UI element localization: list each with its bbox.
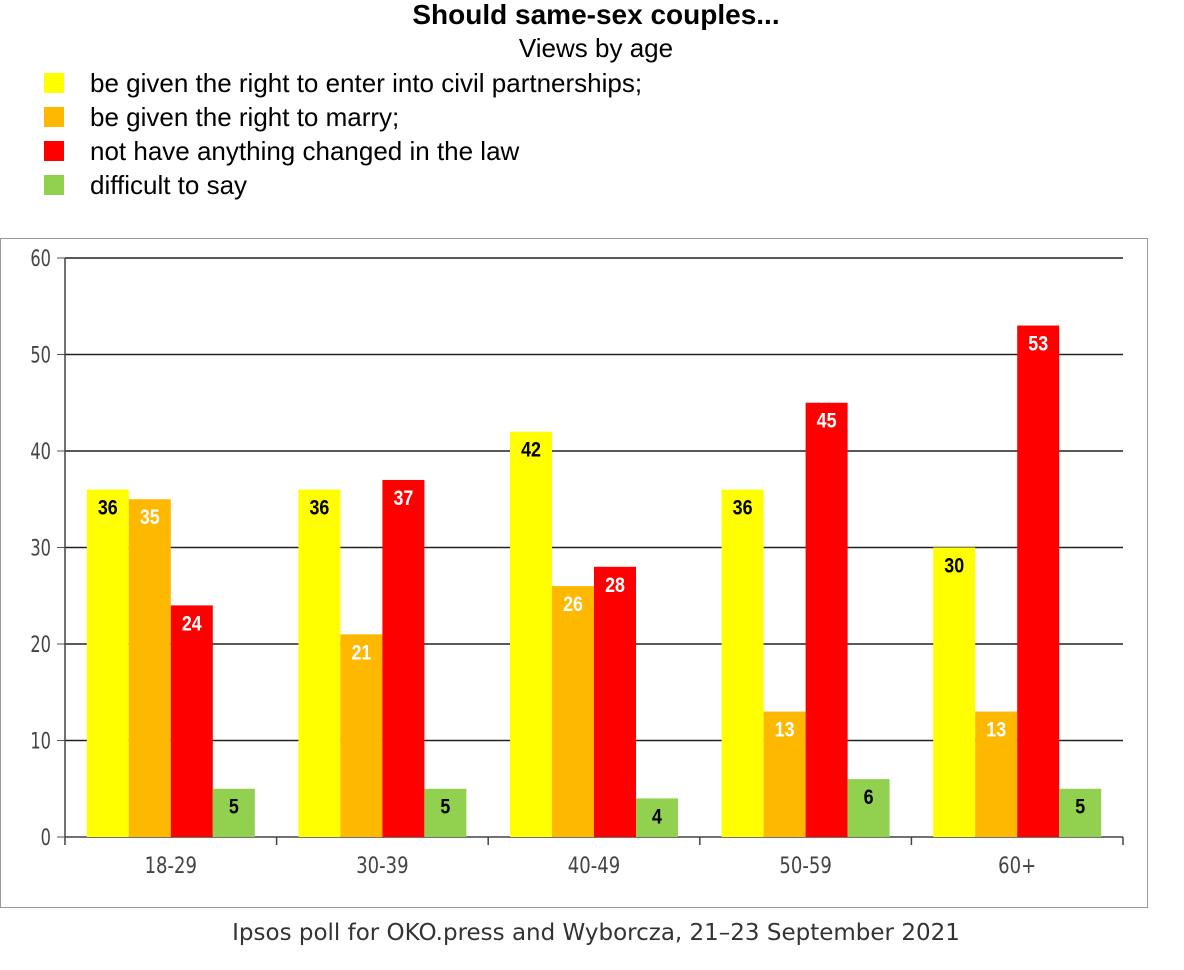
source-caption: Ipsos poll for OKO.press and Wyborcza, 2… — [232, 920, 960, 946]
bar — [1059, 788, 1102, 837]
legend-item-difficult-to-say: difficult to say — [44, 168, 642, 202]
bar-value-label: 35 — [140, 506, 160, 530]
legend-swatch-no-change — [44, 141, 64, 161]
plot-frame — [0, 238, 1148, 908]
bar — [510, 431, 552, 837]
y-tick-label: 20 — [30, 631, 51, 657]
bar — [382, 479, 425, 837]
bar — [1017, 325, 1060, 837]
legend-label-marry: be given the right to marry; — [90, 102, 400, 132]
legend-swatch-difficult-to-say — [44, 175, 64, 195]
legend-item-no-change: not have anything changed in the law — [44, 134, 642, 168]
x-tick-label: 60+ — [998, 852, 1036, 878]
bar — [552, 586, 594, 837]
x-tick-label: 18-29 — [145, 852, 197, 878]
bar-value-label: 13 — [986, 718, 1006, 742]
legend-label-civil-partnerships: be given the right to enter into civil p… — [90, 68, 643, 98]
bar-value-label: 4 — [652, 805, 662, 829]
legend-swatch-marry — [44, 107, 64, 127]
legend: be given the right to enter into civil p… — [44, 66, 642, 202]
bar — [212, 788, 255, 837]
x-tick-label: 50-59 — [779, 852, 831, 878]
bar-chart: 0 10 20 30 40 50 60 18-29 36 35 24 5 30-39 36 21 37 5 40-… — [30, 245, 1124, 878]
legend-label-no-change: not have anything changed in the law — [90, 136, 520, 166]
bar-value-label: 30 — [944, 554, 964, 578]
y-tick-label: 10 — [30, 728, 51, 754]
bar-value-label: 6 — [864, 786, 874, 810]
bar-value-label: 5 — [1075, 795, 1085, 819]
bar-value-label: 26 — [563, 593, 583, 617]
legend-label-difficult-to-say: difficult to say — [90, 170, 248, 200]
bar — [636, 798, 678, 837]
bar — [721, 489, 764, 837]
bar-value-label: 42 — [521, 438, 541, 462]
y-tick-label: 60 — [30, 245, 51, 271]
bar-value-label: 5 — [440, 795, 450, 819]
x-tick-label: 40-49 — [568, 852, 620, 878]
bar — [170, 605, 213, 837]
y-tick-label: 50 — [30, 342, 51, 368]
legend-item-civil-partnerships: be given the right to enter into civil p… — [44, 66, 642, 100]
bar — [298, 489, 341, 837]
bar-value-label: 36 — [733, 496, 753, 520]
bar-value-label: 45 — [817, 409, 837, 433]
bar-value-label: 53 — [1028, 332, 1048, 356]
legend-swatch-civil-partnerships — [44, 73, 64, 93]
bar — [805, 402, 848, 837]
bar — [86, 489, 129, 837]
chart-subtitle: Views by age — [518, 33, 674, 63]
bar-value-label: 24 — [182, 612, 202, 636]
x-tick-label: 30-39 — [356, 852, 408, 878]
y-tick-label: 40 — [30, 438, 51, 464]
bar-value-label: 13 — [775, 718, 795, 742]
bar-value-label: 37 — [393, 487, 413, 511]
bar — [340, 634, 383, 837]
y-tick-label: 30 — [30, 535, 51, 561]
bar — [847, 779, 890, 837]
bar-value-label: 36 — [309, 496, 329, 520]
bar-value-label: 36 — [98, 496, 118, 520]
bar — [594, 566, 636, 837]
bar — [424, 788, 467, 837]
bar-value-label: 5 — [229, 795, 239, 819]
bar-value-label: 28 — [605, 573, 625, 597]
y-tick-label: 0 — [41, 824, 51, 850]
bar — [128, 499, 171, 837]
legend-item-marry: be given the right to marry; — [44, 100, 642, 134]
bar — [933, 547, 976, 837]
chart-title: Should same-sex couples... — [412, 0, 780, 30]
bar-value-label: 21 — [351, 641, 371, 665]
bar — [763, 711, 806, 837]
bar — [975, 711, 1018, 837]
